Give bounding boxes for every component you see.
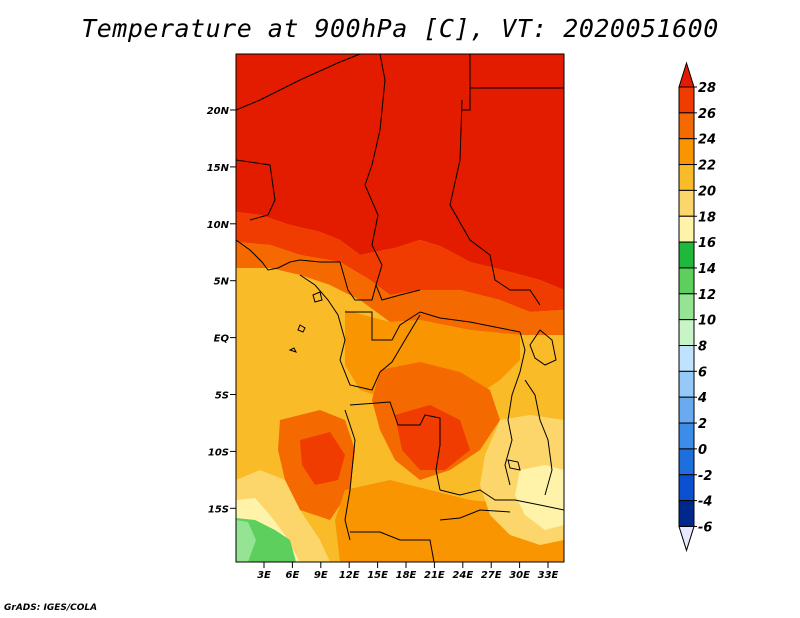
colorbar-label: 28 [698, 81, 716, 96]
colorbar-bottom-arrow [678, 525, 695, 553]
region-east-africa-cool [515, 465, 564, 530]
longitude-axis: 3E 6E 9E 12E 15E 18E 21E 24E 27E 30E 33E [257, 562, 559, 581]
lat-tick-label: 15N [207, 163, 230, 174]
lon-tick-label: 33E [538, 570, 559, 581]
colorbar-segment [678, 293, 695, 321]
colorbar-label: 20 [698, 184, 716, 199]
chart-title: Temperature at 900hPa [C], VT: 202005160… [81, 14, 719, 43]
colorbar-segment [678, 500, 695, 527]
region-savanna-band [236, 242, 564, 335]
colorbar-segment [678, 215, 695, 243]
lon-tick-label: 30E [509, 570, 530, 581]
lon-tick-label: 9E [314, 570, 328, 581]
colorbar-segment [678, 319, 695, 346]
region-atlantic-gulf [236, 268, 345, 475]
colorbar-segment [678, 474, 695, 502]
colorbar-label: 8 [698, 340, 707, 355]
lon-tick-label: 18E [396, 570, 417, 581]
colorbar-label: 26 [698, 107, 716, 122]
colorbar-label: -4 [698, 495, 712, 510]
colorbar-segment [678, 345, 695, 372]
colorbar-label: 10 [698, 314, 716, 329]
colorbar-label: 4 [697, 391, 707, 406]
colorbar-segment [678, 138, 695, 166]
lat-tick-label: 5N [214, 277, 230, 288]
lon-tick-label: 27E [481, 570, 502, 581]
colorbar-label: -2 [698, 469, 712, 484]
colorbar-segment [678, 422, 695, 450]
colorbar-label: 16 [698, 236, 716, 251]
colorbar-segment [678, 396, 695, 424]
region-south-interior [335, 480, 564, 562]
colorbar-segment [678, 112, 695, 140]
region-angola-core [300, 432, 345, 485]
colorbar-top-arrow [678, 61, 695, 88]
region-north-sahel [236, 54, 564, 290]
lon-tick-label: 21E [424, 570, 445, 581]
region-congo-core [395, 405, 470, 470]
lon-tick-label: 6E [286, 570, 300, 581]
colorbar-segment [678, 370, 695, 398]
colorbar-segment [678, 86, 695, 114]
lat-tick-label: 15S [208, 504, 229, 515]
colorbar-label: 12 [698, 288, 716, 303]
colorbar-label: 18 [698, 210, 716, 225]
colorbar-segment [678, 448, 695, 476]
lat-tick-label: EQ [214, 334, 230, 345]
colorbar-label: 6 [698, 365, 707, 380]
colorbar-segment [678, 164, 695, 191]
colorbar-label: 2 [698, 417, 707, 432]
lon-tick-label: 15E [367, 570, 388, 581]
temperature-field [236, 54, 564, 562]
lon-tick-label: 3E [257, 570, 271, 581]
region-west-africa-coast [236, 212, 564, 312]
latitude-axis: 20N 15N 10N 5N EQ 5S 10S 15S [207, 106, 236, 515]
colorbar-segment [678, 189, 695, 217]
region-southwest-green-light [236, 520, 256, 562]
colorbar-segment [678, 267, 695, 295]
colorbar-label: -6 [698, 520, 712, 535]
lon-tick-label: 24E [452, 570, 473, 581]
colorbar-label: 14 [698, 262, 716, 277]
lat-tick-label: 10N [207, 220, 230, 231]
lat-tick-label: 10S [208, 447, 229, 458]
footer-credit: GrADS: IGES/COLA [4, 603, 98, 613]
colorbar-label: 24 [698, 133, 716, 148]
colorbar-label: 0 [698, 443, 707, 458]
lat-tick-label: 20N [207, 106, 230, 117]
colorbar-label: 22 [698, 159, 716, 174]
colorbar-segment [678, 241, 695, 269]
country-borders [236, 54, 564, 562]
lon-tick-label: 12E [339, 570, 360, 581]
lat-tick-label: 5S [215, 391, 229, 402]
map-frame [235, 53, 565, 563]
